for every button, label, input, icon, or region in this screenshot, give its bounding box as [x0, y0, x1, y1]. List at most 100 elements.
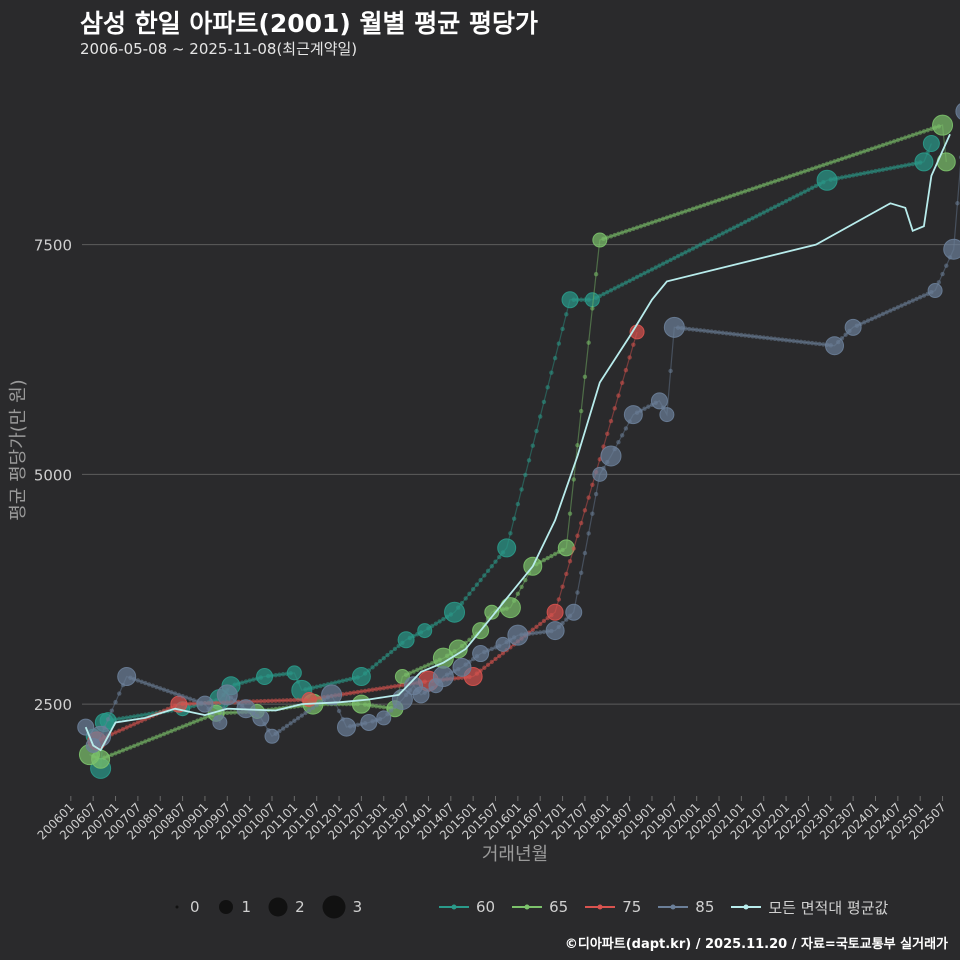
series-65-trail-dot — [109, 752, 115, 757]
series-60-trail-dot — [478, 577, 483, 583]
series-75-trail-dot — [608, 418, 614, 424]
series-60-trail-dot — [348, 676, 353, 682]
legend-label-60: 60 — [476, 898, 496, 916]
series-65-trail-dot — [202, 715, 208, 720]
series-65-trail-dot — [120, 748, 126, 753]
series-65-trail-dot — [169, 728, 174, 734]
series-60-trail-dot — [131, 714, 137, 719]
series-60-trail-dot — [441, 616, 446, 622]
series-85-trail-dot — [593, 491, 599, 497]
legend-swatch-75 — [585, 904, 616, 910]
series-85-trail-dot — [355, 722, 360, 727]
series-85-trail-dot — [117, 691, 122, 696]
series-65 — [78, 114, 956, 769]
series-60-trail-dot — [668, 257, 673, 263]
series-85-trail-dot — [709, 329, 714, 334]
series-60-trail-dot — [869, 169, 874, 174]
series-85-trail-dot — [690, 327, 696, 332]
series-85-trail-dot — [303, 710, 308, 716]
series-point-85 — [117, 667, 137, 687]
series-85-trail-dot — [802, 340, 807, 345]
series-65-trail-dot — [664, 215, 670, 220]
series-60-trail-dot — [739, 221, 744, 227]
series-85-trail-dot — [150, 683, 155, 688]
series-65-trail-dot — [869, 146, 874, 152]
series-60-trail-dot — [891, 165, 897, 170]
series-75-trail-dot — [266, 698, 271, 704]
series-85-trail-dot — [158, 686, 163, 691]
series-85-trail-dot — [765, 335, 770, 341]
series-65-trail-dot — [806, 167, 811, 173]
series-point-85 — [376, 710, 392, 726]
series-60-trail-dot — [683, 250, 688, 255]
series-75-trail-dot — [273, 698, 278, 703]
series-65-trail-dot — [895, 137, 901, 143]
series-75-trail-dot — [258, 699, 264, 704]
series-65-trail-dot — [720, 196, 725, 202]
series-60-trail-dot — [389, 649, 394, 655]
series-65-trail-dot — [802, 169, 807, 174]
series-60-trail-dot — [247, 678, 252, 683]
series-point-85 — [216, 684, 238, 706]
series-85-trail-dot — [582, 550, 588, 556]
legend-item-60[interactable]: 60 — [438, 898, 495, 916]
series-65-trail-dot — [143, 739, 148, 744]
series-point-60 — [922, 135, 940, 153]
series-point-85 — [650, 392, 668, 410]
size-legend-label-2: 2 — [295, 898, 305, 916]
series-75-trail-dot — [396, 683, 401, 688]
series-point-60 — [286, 665, 302, 681]
series-60-trail-dot — [530, 443, 535, 448]
series-65-trail-dot — [847, 154, 852, 159]
series-85-trail-dot — [940, 271, 945, 277]
series-60-trail-dot — [813, 183, 819, 189]
series-75-trail-dot — [370, 687, 375, 692]
series-60-trail-dot — [675, 253, 681, 259]
series-60-trail-dot — [768, 206, 774, 211]
series-60-trail-dot — [556, 341, 562, 346]
series-line-60 — [92, 143, 932, 769]
series-point-60 — [256, 668, 274, 686]
series-60-trail-dot — [809, 185, 815, 191]
series-75-trail-dot — [571, 546, 576, 551]
size-dot-1 — [218, 900, 233, 914]
legend-item-75[interactable]: 75 — [584, 898, 641, 916]
y-axis-label: 평균 평당가(만 원) — [8, 379, 29, 521]
series-75-trail-dot — [623, 367, 629, 373]
legend-item-65[interactable]: 65 — [511, 898, 568, 916]
series-60-trail-dot — [552, 355, 558, 361]
series-75-trail-dot — [400, 682, 405, 688]
series-75-trail-dot — [292, 697, 297, 703]
series-65-trail-dot — [701, 202, 707, 208]
series-75-trail-dot — [582, 508, 588, 513]
series-65-trail-dot — [709, 200, 714, 205]
series-75-trail-dot — [482, 665, 487, 670]
series-65-trail-dot — [783, 175, 789, 180]
series-60-trail-dot — [798, 191, 804, 196]
series-65-trail-dot — [880, 142, 886, 148]
series-85-trail-dot — [165, 688, 170, 694]
series-65-trail-dot — [608, 234, 614, 239]
legend-item-85[interactable]: 85 — [657, 898, 714, 916]
series-75-trail-dot — [560, 584, 565, 589]
series-75-trail-dot — [500, 650, 506, 656]
series-60-trail-dot — [895, 164, 901, 170]
series-60-trail-dot — [642, 270, 647, 276]
series-65-trail-dot — [128, 745, 133, 750]
series-85-trail-dot — [944, 263, 949, 268]
series-65-trail-dot — [791, 172, 796, 178]
series-65-trail-dot — [653, 219, 658, 224]
series-60-trail-dot — [578, 297, 584, 302]
series-85-trail-dot — [750, 334, 755, 339]
series-60-trail-dot — [720, 231, 725, 236]
series-75-trail-dot — [284, 698, 290, 703]
series-85-trail-dot — [295, 715, 301, 721]
series-65-trail-dot — [735, 191, 740, 197]
series-60-trail-dot — [392, 646, 398, 652]
legend-item-average[interactable]: 모든 면적대 평균값 — [730, 897, 888, 918]
series-65-trail-dot — [195, 718, 200, 723]
series-75-trail-dot — [128, 723, 133, 729]
series-65-trail-dot — [165, 730, 170, 735]
series-60-trail-dot — [780, 200, 785, 206]
series-65-trail-dot — [646, 221, 651, 226]
